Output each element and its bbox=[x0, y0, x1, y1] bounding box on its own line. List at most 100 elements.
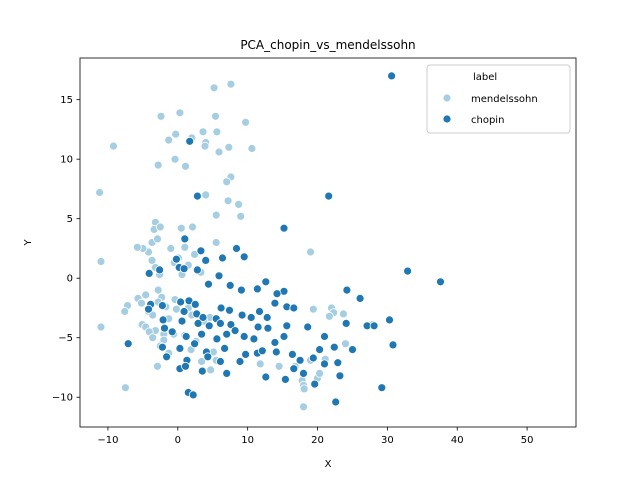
data-point-mendelssohn bbox=[222, 177, 232, 187]
data-point-mendelssohn bbox=[176, 223, 186, 233]
data-point-chopin bbox=[222, 368, 232, 378]
data-point-mendelssohn bbox=[299, 402, 308, 412]
data-point-chopin bbox=[185, 136, 195, 146]
data-point-chopin bbox=[179, 307, 189, 316]
data-point-chopin bbox=[214, 271, 224, 281]
data-point-chopin bbox=[155, 265, 165, 275]
data-point-chopin bbox=[385, 315, 394, 325]
data-point-mendelssohn bbox=[137, 298, 146, 308]
data-point-chopin bbox=[204, 279, 213, 289]
data-point-chopin bbox=[201, 255, 211, 265]
data-point-chopin bbox=[271, 347, 281, 357]
data-point-chopin bbox=[197, 366, 207, 376]
data-point-mendelssohn bbox=[209, 83, 219, 93]
data-point-chopin bbox=[230, 326, 240, 336]
data-point-mendelssohn bbox=[171, 129, 181, 139]
x-tick-label: 20 bbox=[311, 435, 324, 446]
data-point-mendelssohn bbox=[200, 141, 210, 151]
data-point-mendelssohn bbox=[121, 383, 130, 393]
data-point-chopin bbox=[171, 254, 181, 264]
data-point-chopin bbox=[216, 303, 226, 313]
data-point-chopin bbox=[320, 332, 329, 341]
data-point-chopin bbox=[215, 318, 225, 328]
data-point-mendelssohn bbox=[120, 307, 130, 316]
data-point-mendelssohn bbox=[255, 359, 265, 369]
data-point-chopin bbox=[341, 318, 351, 328]
data-point-mendelssohn bbox=[308, 304, 318, 314]
data-point-mendelssohn bbox=[341, 339, 350, 349]
data-point-chopin bbox=[388, 340, 398, 350]
data-point-chopin bbox=[203, 352, 213, 362]
data-point-chopin bbox=[255, 307, 264, 316]
data-point-chopin bbox=[192, 265, 202, 275]
data-point-chopin bbox=[252, 284, 262, 294]
data-point-chopin bbox=[295, 355, 305, 365]
data-point-chopin bbox=[188, 390, 198, 400]
y-tick-label: 5 bbox=[67, 214, 73, 225]
y-tick-label: −5 bbox=[58, 333, 73, 344]
data-point-mendelssohn bbox=[212, 127, 222, 137]
data-point-chopin bbox=[190, 299, 200, 309]
data-point-mendelssohn bbox=[155, 222, 165, 232]
data-point-mendelssohn bbox=[132, 242, 142, 252]
data-point-chopin bbox=[144, 304, 153, 314]
data-point-mendelssohn bbox=[206, 365, 216, 375]
data-point-chopin bbox=[335, 371, 345, 381]
data-point-mendelssohn bbox=[338, 309, 348, 319]
plot-area: −10 0 10 20 30 40 50 −10 −5 0 5 10 15 bbox=[52, 71, 533, 446]
data-point-mendelssohn bbox=[153, 234, 162, 244]
x-tick-label: 30 bbox=[381, 435, 394, 446]
data-point-chopin bbox=[280, 374, 290, 384]
data-point-chopin bbox=[387, 71, 397, 81]
data-point-mendelssohn bbox=[109, 141, 118, 151]
data-point-chopin bbox=[175, 343, 185, 353]
data-point-mendelssohn bbox=[180, 242, 190, 252]
data-point-mendelssohn bbox=[148, 333, 158, 343]
data-point-mendelssohn bbox=[153, 285, 163, 295]
data-point-mendelssohn bbox=[156, 111, 166, 121]
data-point-mendelssohn bbox=[299, 384, 309, 394]
legend: label mendelssohn chopin bbox=[426, 64, 571, 134]
data-point-mendelssohn bbox=[148, 310, 158, 320]
x-tick-label: 10 bbox=[241, 435, 254, 446]
data-point-mendelssohn bbox=[96, 322, 106, 332]
data-point-chopin bbox=[241, 349, 251, 359]
data-point-mendelssohn bbox=[153, 361, 162, 371]
data-point-chopin bbox=[333, 358, 343, 368]
data-point-chopin bbox=[162, 352, 172, 362]
data-point-chopin bbox=[239, 332, 249, 341]
x-axis-label: X bbox=[325, 459, 332, 470]
data-point-mendelssohn bbox=[197, 357, 207, 366]
data-point-mendelssohn bbox=[147, 255, 157, 265]
data-point-chopin bbox=[181, 361, 190, 371]
data-point-chopin bbox=[157, 342, 167, 352]
data-point-mendelssohn bbox=[171, 304, 181, 314]
data-point-chopin bbox=[355, 293, 365, 303]
data-point-mendelssohn bbox=[175, 108, 185, 118]
data-point-mendelssohn bbox=[315, 368, 325, 378]
legend-marker-chopin bbox=[442, 114, 452, 124]
data-point-chopin bbox=[212, 334, 222, 344]
data-point-chopin bbox=[204, 321, 214, 331]
data-point-mendelssohn bbox=[223, 196, 233, 206]
data-point-chopin bbox=[308, 353, 318, 363]
legend-box bbox=[426, 64, 571, 134]
data-point-chopin bbox=[239, 252, 249, 262]
y-tick-label: −10 bbox=[52, 393, 73, 404]
chart-title: PCA_chopin_vs_mendelssohn bbox=[240, 38, 415, 52]
data-point-chopin bbox=[225, 280, 235, 290]
data-point-mendelssohn bbox=[214, 147, 224, 157]
data-point-chopin bbox=[299, 368, 308, 378]
data-point-chopin bbox=[342, 285, 352, 295]
data-point-chopin bbox=[324, 191, 334, 201]
data-point-chopin bbox=[232, 244, 241, 253]
data-point-chopin bbox=[160, 323, 169, 333]
data-point-chopin bbox=[282, 321, 292, 331]
data-point-chopin bbox=[270, 338, 280, 347]
data-point-chopin bbox=[181, 332, 191, 341]
data-point-chopin bbox=[331, 397, 341, 407]
data-point-mendelssohn bbox=[181, 161, 190, 171]
data-point-mendelssohn bbox=[224, 142, 234, 152]
data-point-chopin bbox=[226, 320, 236, 330]
data-point-chopin bbox=[236, 285, 246, 295]
